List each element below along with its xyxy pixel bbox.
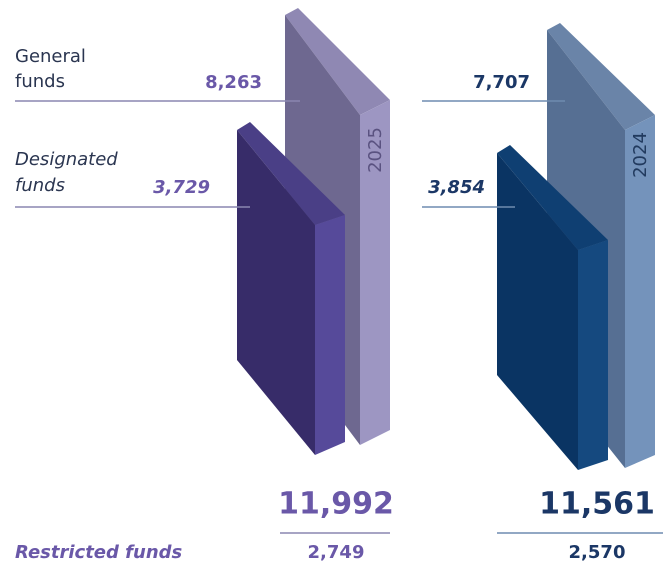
year-label: 2024: [630, 132, 651, 178]
total-value: 11,561: [539, 487, 655, 522]
designated-label: funds: [15, 175, 65, 196]
general-label: General: [15, 46, 86, 67]
restricted-label: Restricted funds: [15, 542, 183, 563]
value-label: 7,707: [473, 72, 530, 93]
value-label: 3,854: [428, 177, 485, 198]
year-label: 2025: [365, 127, 386, 173]
total-value: 11,992: [278, 487, 394, 522]
restricted-value: 2,749: [308, 542, 365, 563]
designated-label: Designated: [15, 149, 118, 170]
restricted-value: 2,570: [569, 542, 626, 563]
slab-designated-2025: [237, 122, 345, 455]
general-label: funds: [15, 71, 65, 92]
slab-designated-2024: [497, 145, 608, 470]
value-label: 3,729: [153, 177, 210, 198]
value-label: 8,263: [205, 72, 262, 93]
